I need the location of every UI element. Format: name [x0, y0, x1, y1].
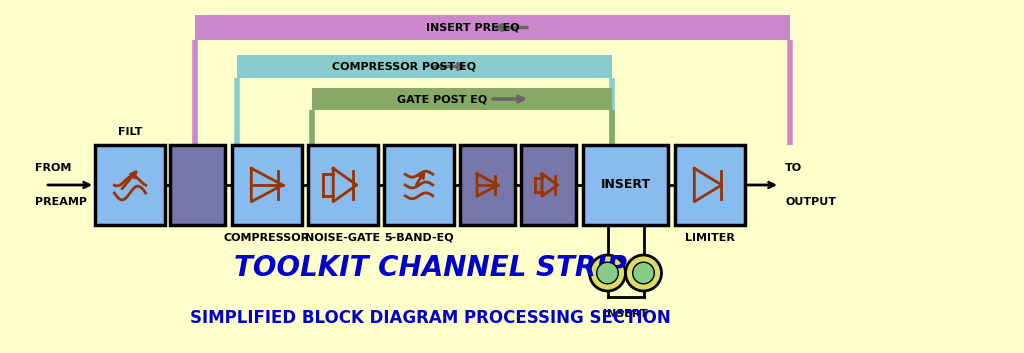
Bar — [460, 145, 515, 225]
Text: INSERT PRE EQ: INSERT PRE EQ — [426, 23, 519, 32]
Circle shape — [633, 262, 654, 284]
Bar — [195, 15, 790, 40]
Text: LIMITER: LIMITER — [685, 233, 735, 243]
Bar — [237, 55, 612, 78]
Text: FILT: FILT — [118, 127, 142, 137]
Bar — [170, 145, 225, 225]
Text: COMPRESSOR POST EQ: COMPRESSOR POST EQ — [333, 61, 476, 72]
Bar — [308, 145, 378, 225]
Text: GATE POST EQ: GATE POST EQ — [397, 94, 487, 104]
Text: OUTPUT: OUTPUT — [785, 197, 836, 207]
Bar — [675, 145, 745, 225]
Bar — [312, 88, 612, 110]
Text: PREAMP: PREAMP — [35, 197, 87, 207]
Bar — [384, 145, 454, 225]
Bar — [232, 145, 302, 225]
Text: 5-BAND-EQ: 5-BAND-EQ — [384, 233, 454, 243]
Bar — [583, 145, 668, 225]
Text: FROM: FROM — [35, 163, 72, 173]
Text: TO: TO — [785, 163, 802, 173]
Circle shape — [626, 255, 662, 291]
Circle shape — [590, 255, 626, 291]
Bar — [521, 145, 575, 225]
Text: INSERT: INSERT — [600, 179, 650, 191]
Text: NOISE-GATE: NOISE-GATE — [305, 233, 381, 243]
Text: INSERT: INSERT — [603, 309, 648, 319]
Circle shape — [597, 262, 618, 284]
Text: SIMPLIFIED BLOCK DIAGRAM PROCESSING SECTION: SIMPLIFIED BLOCK DIAGRAM PROCESSING SECT… — [189, 309, 671, 327]
Text: COMPRESSOR: COMPRESSOR — [224, 233, 310, 243]
Bar — [95, 145, 165, 225]
Text: TOOLKIT CHANNEL STRIP: TOOLKIT CHANNEL STRIP — [233, 254, 627, 282]
